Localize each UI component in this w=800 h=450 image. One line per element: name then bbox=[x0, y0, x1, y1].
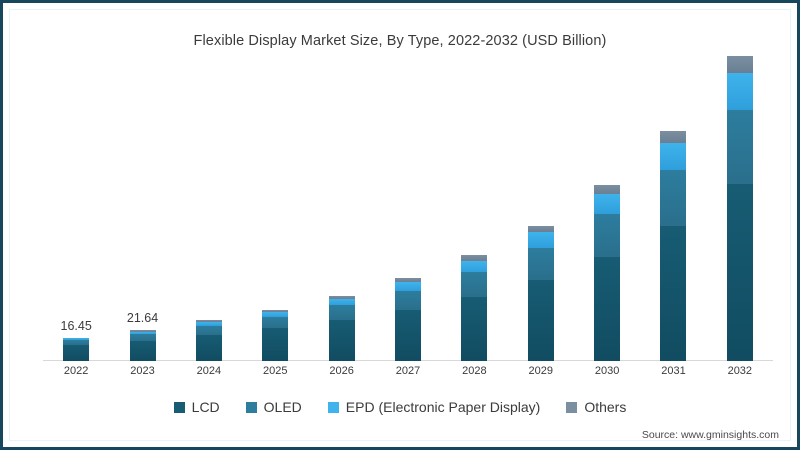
bar-segment-others bbox=[527, 225, 554, 233]
x-axis-tick-label: 2029 bbox=[528, 365, 553, 377]
bar-segment-epd bbox=[594, 194, 621, 215]
bar-column[interactable] bbox=[726, 56, 753, 361]
x-axis-tick-label: 2024 bbox=[196, 365, 222, 377]
bar-segment-lcd bbox=[328, 320, 355, 361]
bar-column[interactable]: 21.64 bbox=[127, 311, 158, 361]
legend-item-label: EPD (Electronic Paper Display) bbox=[345, 399, 541, 415]
bar-segment-oled bbox=[395, 290, 421, 310]
bar-segment-lcd bbox=[660, 226, 687, 361]
bar-column[interactable] bbox=[594, 184, 621, 361]
bar-column[interactable] bbox=[395, 278, 421, 361]
bar-segment-others bbox=[63, 337, 90, 339]
x-axis-tick-label: 2028 bbox=[462, 365, 487, 377]
bar-segment-oled bbox=[594, 214, 621, 257]
bar-column[interactable]: 16.45 bbox=[61, 319, 92, 361]
bar-column[interactable] bbox=[527, 225, 554, 361]
bar-segment-others bbox=[395, 278, 421, 283]
bar-segment-others bbox=[594, 184, 621, 194]
legend-item-oled[interactable]: OLED bbox=[245, 399, 302, 415]
bar-segment-epd bbox=[262, 311, 289, 318]
bar-segment-oled bbox=[527, 247, 554, 281]
bar-segment-lcd bbox=[195, 334, 222, 361]
bar-segment-lcd bbox=[63, 345, 90, 361]
bar-segment-epd bbox=[195, 321, 222, 326]
bar-segment-oled bbox=[129, 334, 156, 341]
source-attribution: Source: www.gminsights.com bbox=[641, 429, 779, 441]
bar-segment-others bbox=[726, 56, 753, 73]
plot-area: 16.45 21.64 bbox=[43, 56, 773, 361]
bar-segment-lcd bbox=[129, 340, 156, 361]
bar-segment-others bbox=[461, 255, 488, 261]
bar-segment-others bbox=[328, 295, 355, 299]
bar-segment-lcd bbox=[262, 328, 289, 361]
bar-segment-epd bbox=[726, 72, 753, 110]
x-axis-tick-label: 2023 bbox=[130, 365, 155, 377]
bar-segment-oled bbox=[262, 317, 289, 329]
bar-segment-others bbox=[195, 320, 222, 322]
bar-segment-oled bbox=[726, 109, 753, 184]
legend-swatch-icon bbox=[245, 401, 257, 413]
bar-column[interactable] bbox=[328, 295, 355, 361]
legend-item-label: Others bbox=[584, 399, 627, 415]
bar-segment-epd bbox=[461, 260, 488, 273]
legend-item-lcd[interactable]: LCD bbox=[173, 399, 220, 415]
bar-segment-epd bbox=[527, 232, 554, 248]
legend-item-epd[interactable]: EPD (Electronic Paper Display) bbox=[327, 399, 541, 415]
legend-swatch-icon bbox=[173, 401, 185, 413]
legend-swatch-icon bbox=[327, 401, 339, 413]
bar-segment-others bbox=[262, 309, 289, 312]
x-axis-tick-label: 2031 bbox=[661, 365, 686, 377]
x-axis-tick-label: 2032 bbox=[727, 365, 753, 377]
bar-segment-epd bbox=[660, 143, 687, 171]
bar-segment-epd bbox=[395, 282, 421, 291]
bar-segment-oled bbox=[195, 325, 222, 335]
bar-segment-others bbox=[660, 130, 687, 144]
bar-segment-lcd bbox=[395, 309, 421, 361]
bar-segment-lcd bbox=[726, 183, 753, 361]
chart-legend: LCD OLED EPD (Electronic Paper Display) Oth… bbox=[3, 399, 797, 415]
legend-item-others[interactable]: Others bbox=[566, 399, 626, 415]
bar-segment-oled bbox=[328, 305, 355, 321]
bar-segment-oled bbox=[63, 340, 90, 346]
x-axis-tick-label: 2026 bbox=[329, 365, 354, 377]
legend-swatch-icon bbox=[566, 401, 578, 413]
bar-segment-lcd bbox=[527, 280, 554, 361]
legend-item-label: OLED bbox=[263, 399, 302, 415]
x-axis-tick-label: 2027 bbox=[395, 365, 421, 377]
x-axis-tick-label: 2030 bbox=[594, 365, 620, 377]
bar-segment-oled bbox=[660, 170, 687, 227]
bar-segment-epd bbox=[63, 338, 90, 341]
bar-column[interactable] bbox=[195, 320, 222, 361]
x-axis-tick-label: 2022 bbox=[63, 365, 89, 377]
bar-column[interactable] bbox=[660, 130, 687, 361]
bar-segment-oled bbox=[461, 272, 488, 298]
chart-title: Flexible Display Market Size, By Type, 2… bbox=[193, 33, 607, 49]
bar-segment-others bbox=[129, 330, 156, 332]
bar-segment-epd bbox=[129, 331, 156, 335]
bar-segment-lcd bbox=[594, 256, 621, 361]
x-axis-tick-label: 2025 bbox=[263, 365, 288, 377]
bar-segment-lcd bbox=[461, 297, 488, 361]
bar-column[interactable] bbox=[461, 255, 488, 361]
bar-value-label: 21.64 bbox=[126, 311, 159, 326]
bar-column[interactable] bbox=[262, 309, 289, 361]
x-axis-labels: 2022 2023 2024 2025 2026 2027 2028 2029 2030 2031… bbox=[43, 365, 773, 383]
bar-value-label: 16.45 bbox=[60, 318, 92, 333]
bar-segment-epd bbox=[328, 298, 355, 306]
legend-item-label: LCD bbox=[191, 399, 220, 415]
